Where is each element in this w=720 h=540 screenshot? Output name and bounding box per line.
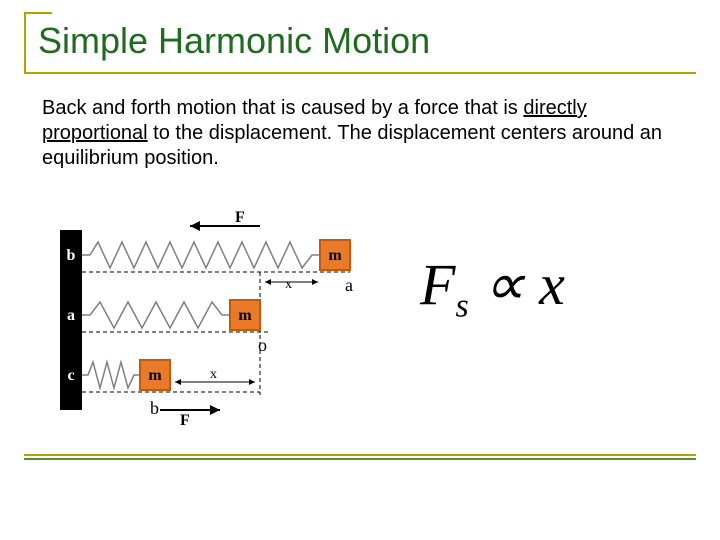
title-block: Simple Harmonic Motion bbox=[24, 12, 696, 74]
spring-c bbox=[82, 362, 140, 388]
body-underlined-2: proportional bbox=[42, 122, 148, 144]
body-underlined-1: directly bbox=[523, 97, 586, 119]
row-c: m x F bbox=[82, 350, 260, 429]
overlay-label-b: b bbox=[150, 398, 159, 419]
mass-b-label: m bbox=[328, 247, 342, 264]
spring-a bbox=[82, 302, 230, 328]
formula-prop: ∝ bbox=[469, 252, 539, 317]
x-label-c: x bbox=[210, 367, 217, 382]
x-span-c-head-l bbox=[175, 379, 181, 385]
body-paragraph: Back and forth motion that is caused by … bbox=[42, 96, 662, 171]
x-label-b: x bbox=[285, 277, 292, 292]
x-span-b-head-l bbox=[265, 279, 271, 285]
overlay-label-a: a bbox=[345, 275, 353, 296]
title-rule-bottom bbox=[24, 72, 696, 74]
force-arrowhead-b bbox=[190, 221, 200, 231]
body-pre: Back and forth motion that is caused by … bbox=[42, 97, 523, 119]
slide-title: Simple Harmonic Motion bbox=[38, 20, 430, 62]
force-label-c: F bbox=[180, 412, 190, 429]
footer-rule-inner bbox=[24, 458, 696, 460]
spring-b bbox=[82, 242, 320, 268]
wall-label-b: b bbox=[67, 247, 76, 264]
x-span-b-head-r bbox=[312, 279, 318, 285]
formula: Fs ∝ x bbox=[420, 250, 565, 326]
row-b: F m x bbox=[82, 210, 350, 350]
formula-sub: s bbox=[455, 288, 468, 325]
mass-c-label: m bbox=[148, 367, 162, 384]
force-label-b: F bbox=[235, 210, 245, 226]
formula-x: x bbox=[539, 252, 565, 317]
force-arrowhead-c bbox=[210, 405, 220, 415]
wall-label-a: a bbox=[67, 307, 75, 324]
formula-F: F bbox=[420, 252, 455, 317]
overlay-label-o: o bbox=[258, 335, 267, 356]
x-span-c-head-r bbox=[249, 379, 255, 385]
footer-rule-outer bbox=[24, 454, 696, 456]
mass-a-label: m bbox=[238, 307, 252, 324]
wall-label-c: c bbox=[67, 367, 74, 384]
row-a: m bbox=[82, 300, 270, 332]
title-rule-left bbox=[24, 12, 26, 74]
shm-diagram: b a c F m x m bbox=[60, 210, 370, 430]
title-rule-top bbox=[24, 12, 52, 14]
